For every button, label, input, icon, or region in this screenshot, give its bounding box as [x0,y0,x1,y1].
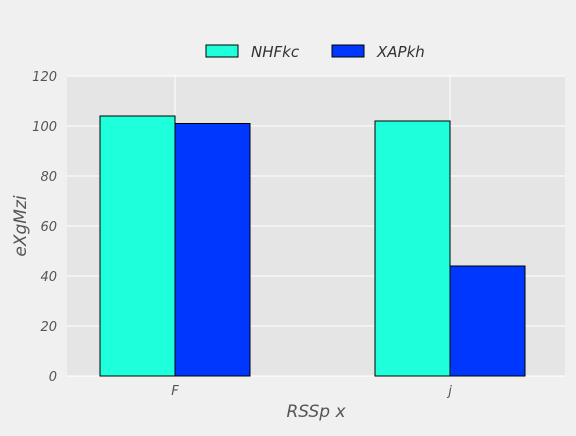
bar-NHFkc-F [99,115,176,377]
y-axis-label: eXgMzi [11,195,31,256]
y-axis-ticks: 0 20 40 60 80 100 120 [32,70,57,385]
y-tick-label-5: 100 [32,120,57,135]
y-tick-label-1: 20 [40,320,57,335]
y-tick-label-6: 120 [32,70,57,85]
legend-label-XAPkh: XAPkh [376,43,425,61]
bar-XAPkh-j [449,265,526,377]
bar-NHFkc-j [374,120,451,377]
x-tick-label-1: j [446,384,452,399]
legend-swatch-XAPkh [331,44,365,58]
y-tick-label-0: 0 [49,370,57,385]
y-tick-label-3: 60 [40,220,57,235]
legend: NHFkc XAPkh [205,43,425,61]
bars [99,115,526,377]
legend-swatch-NHFkc [205,44,239,58]
y-tick-label-2: 40 [40,270,57,285]
x-axis-label: RSSp x [286,402,346,422]
bar-XAPkh-F [174,123,251,377]
legend-label-NHFkc: NHFkc [251,43,300,61]
x-tick-label-0: F [171,384,179,399]
y-tick-label-4: 80 [40,170,57,185]
